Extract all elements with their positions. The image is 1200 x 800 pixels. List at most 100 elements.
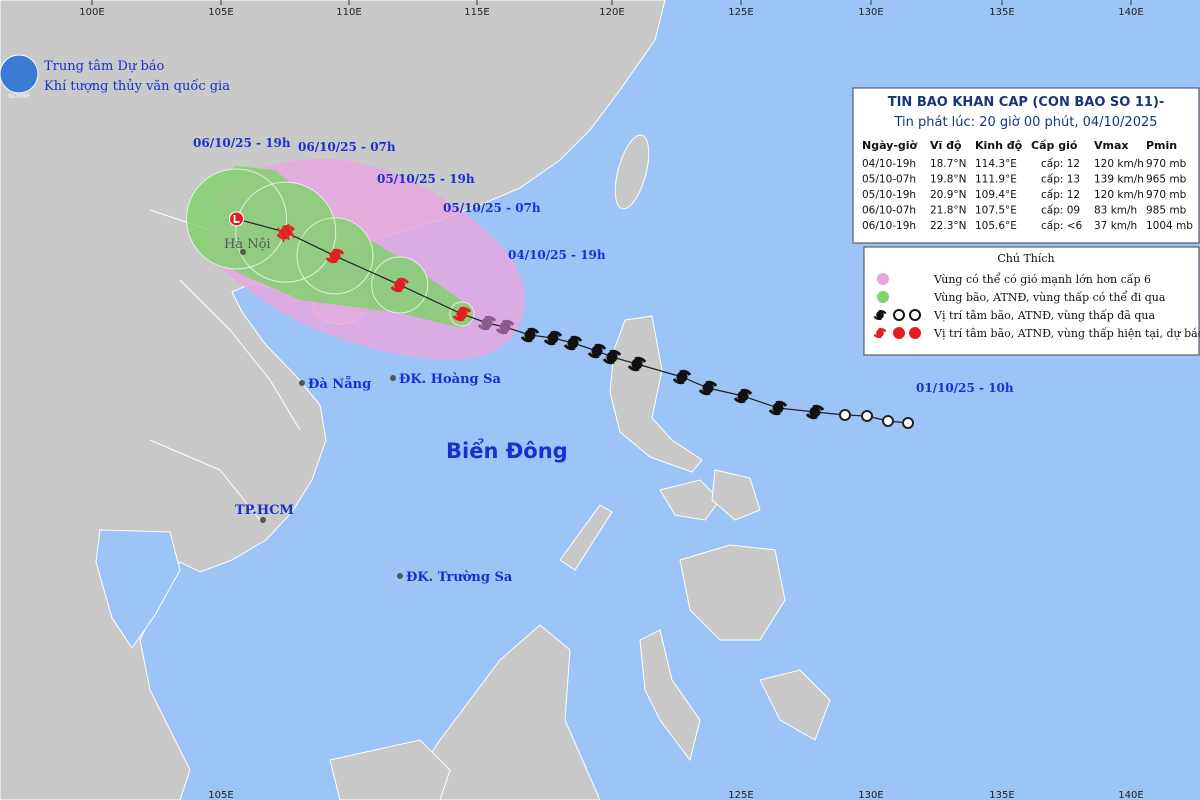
legend-swatch: [909, 309, 921, 321]
table-header: Cấp gió: [1031, 139, 1078, 152]
bulletin-frame: [852, 87, 1200, 244]
table-cell: 970 mb: [1146, 158, 1187, 170]
track-label: 05/10/25 - 07h: [443, 201, 541, 215]
bulletin-box: TIN BAO KHAN CAP (CON BAO SO 11)- Tin ph…: [852, 87, 1200, 244]
place-label: TP.HCM: [235, 503, 294, 518]
legend-swatch: [877, 273, 889, 285]
org-line: Khí tượng thủy văn quốc gia: [44, 78, 230, 94]
storm-circle-outline: [449, 301, 475, 327]
table-cell: 965 mb: [1146, 174, 1187, 186]
legend-item: Vị trí tâm bão, ATNĐ, vùng thấp hiện tại…: [933, 327, 1200, 340]
legend-item: Vùng bão, ATNĐ, vùng thấp có thể đi qua: [933, 290, 1166, 304]
longitude-label: 135E: [989, 7, 1014, 18]
longitude-label: 105E: [208, 7, 233, 18]
legend-swatch: [893, 309, 905, 321]
legend-swatch: [909, 327, 921, 339]
table-cell: 109.4°E: [975, 189, 1017, 201]
org-header: NCHMF Trung tâm Dự báo Khí tượng thủy vă…: [0, 54, 230, 100]
table-cell: 985 mb: [1146, 205, 1187, 217]
place-label: ĐK. Trường Sa: [406, 570, 513, 585]
longitude-label: 100E: [79, 7, 104, 18]
table-cell: 114.3°E: [975, 158, 1017, 170]
table-cell: cấp: 12: [1041, 158, 1080, 170]
storm-circle-outline: [296, 217, 374, 295]
past-low: [882, 415, 894, 427]
table-header: Vĩ độ: [930, 139, 962, 152]
longitude-label: 125E: [728, 790, 753, 800]
land: [0, 0, 831, 800]
longitude-label: 140E: [1118, 7, 1143, 18]
table-cell: 22.3°N: [930, 220, 966, 232]
past-low: [861, 410, 873, 422]
past-low: [902, 417, 914, 429]
table-cell: 111.9°E: [975, 174, 1017, 186]
table-cell: cấp: 09: [1041, 205, 1080, 217]
table-cell: 120 km/h: [1094, 158, 1144, 170]
longitude-label: 115E: [464, 7, 489, 18]
table-cell: 06/10-19h: [862, 220, 916, 232]
longitude-label: 130E: [858, 790, 883, 800]
low-mark: [233, 214, 240, 223]
table-cell: 18.7°N: [930, 158, 966, 170]
legend-item: Vùng có thể có gió mạnh lớn hơn cấp 6: [933, 272, 1151, 286]
longitude-label: 105E: [208, 790, 233, 800]
legend-title: Chú Thích: [997, 252, 1054, 265]
storm-circle-outline: [371, 256, 429, 314]
track-label: 05/10/25 - 19h: [377, 172, 475, 186]
track-label: 06/10/25 - 07h: [298, 140, 396, 154]
storm-circle-outline: [186, 168, 288, 270]
table-cell: 120 km/h: [1094, 189, 1144, 201]
place-label: Hà Nội: [224, 237, 271, 252]
table-cell: 83 km/h: [1094, 205, 1137, 217]
legend-frame: [863, 246, 1200, 356]
table-cell: 21.8°N: [930, 205, 966, 217]
track-labels: 06/10/25 - 19h 06/10/25 - 07h 05/10/25 -…: [193, 136, 1014, 395]
logo: [0, 54, 39, 94]
legend-swatch: [877, 291, 889, 303]
forecast-low: [229, 211, 245, 227]
table-cell: 05/10-19h: [862, 189, 916, 201]
longitude-label: 120E: [599, 7, 624, 18]
table-cell: 04/10-19h: [862, 158, 916, 170]
longitude-label: 125E: [728, 7, 753, 18]
table-cell: 20.9°N: [930, 189, 966, 201]
logo-text: NCHMF: [8, 93, 30, 100]
table-cell: 107.5°E: [975, 205, 1017, 217]
longitude-label: 130E: [858, 7, 883, 18]
table-cell: 19.8°N: [930, 174, 966, 186]
org-line: Trung tâm Dự báo: [44, 59, 165, 74]
longitude-labels: 100E 105E 110E 115E 120E 125E 130E 135E 140E 105E…: [79, 0, 1144, 800]
track: [229, 211, 914, 429]
bulletin-issued: Tin phát lúc: 20 giờ 00 phút, 04/10/2025: [893, 115, 1157, 130]
place-label: Đà Nẵng: [308, 376, 371, 392]
table-cell: 139 km/h: [1094, 174, 1144, 186]
longitude-label: 140E: [1118, 790, 1143, 800]
legend-item: Vị trí tâm bão, ATNĐ, vùng thấp đã qua: [933, 309, 1155, 322]
wind-hatch: [277, 223, 295, 243]
table-cell: 37 km/h: [1094, 220, 1137, 232]
table-cell: 105.6°E: [975, 220, 1017, 232]
track-label: 01/10/25 - 10h: [916, 381, 1014, 395]
table-header: Kinh độ: [975, 139, 1023, 152]
track-line: [236, 218, 909, 424]
table-cell: 06/10-07h: [862, 205, 916, 217]
place-label: ĐK. Hoàng Sa: [399, 372, 502, 387]
table-header: Vmax: [1094, 139, 1129, 152]
storm-circle-outline: [235, 181, 337, 283]
longitude-label: 110E: [336, 7, 361, 18]
sea-label: Biển Đông: [446, 438, 568, 463]
legend-swatch: [893, 327, 905, 339]
past-low: [839, 409, 851, 421]
table-cell: cấp: <6: [1041, 220, 1083, 232]
table-cell: cấp: 13: [1041, 174, 1080, 186]
track-label: 04/10/25 - 19h: [508, 248, 606, 262]
legend-box: Chú Thích Vùng có thể có gió mạnh lớn hơ…: [863, 246, 1200, 356]
bulletin-title: TIN BAO KHAN CAP (CON BAO SO 11)-: [888, 95, 1165, 110]
table-cell: 970 mb: [1146, 189, 1187, 201]
longitude-label: 135E: [989, 790, 1014, 800]
table-cell: 05/10-07h: [862, 174, 916, 186]
track-label: 06/10/25 - 19h: [193, 136, 291, 150]
table-header: Ngày-giờ: [862, 139, 918, 152]
